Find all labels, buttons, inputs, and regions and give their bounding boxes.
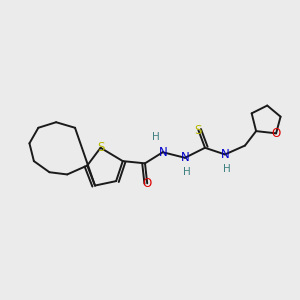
- Text: S: S: [97, 141, 104, 154]
- Text: H: H: [223, 164, 231, 174]
- Text: H: H: [183, 167, 191, 177]
- Text: H: H: [152, 132, 160, 142]
- Text: S: S: [195, 124, 202, 136]
- Text: N: N: [220, 148, 230, 161]
- Text: O: O: [272, 127, 281, 140]
- Text: N: N: [181, 151, 189, 164]
- Text: N: N: [158, 146, 167, 159]
- Text: O: O: [142, 177, 152, 190]
